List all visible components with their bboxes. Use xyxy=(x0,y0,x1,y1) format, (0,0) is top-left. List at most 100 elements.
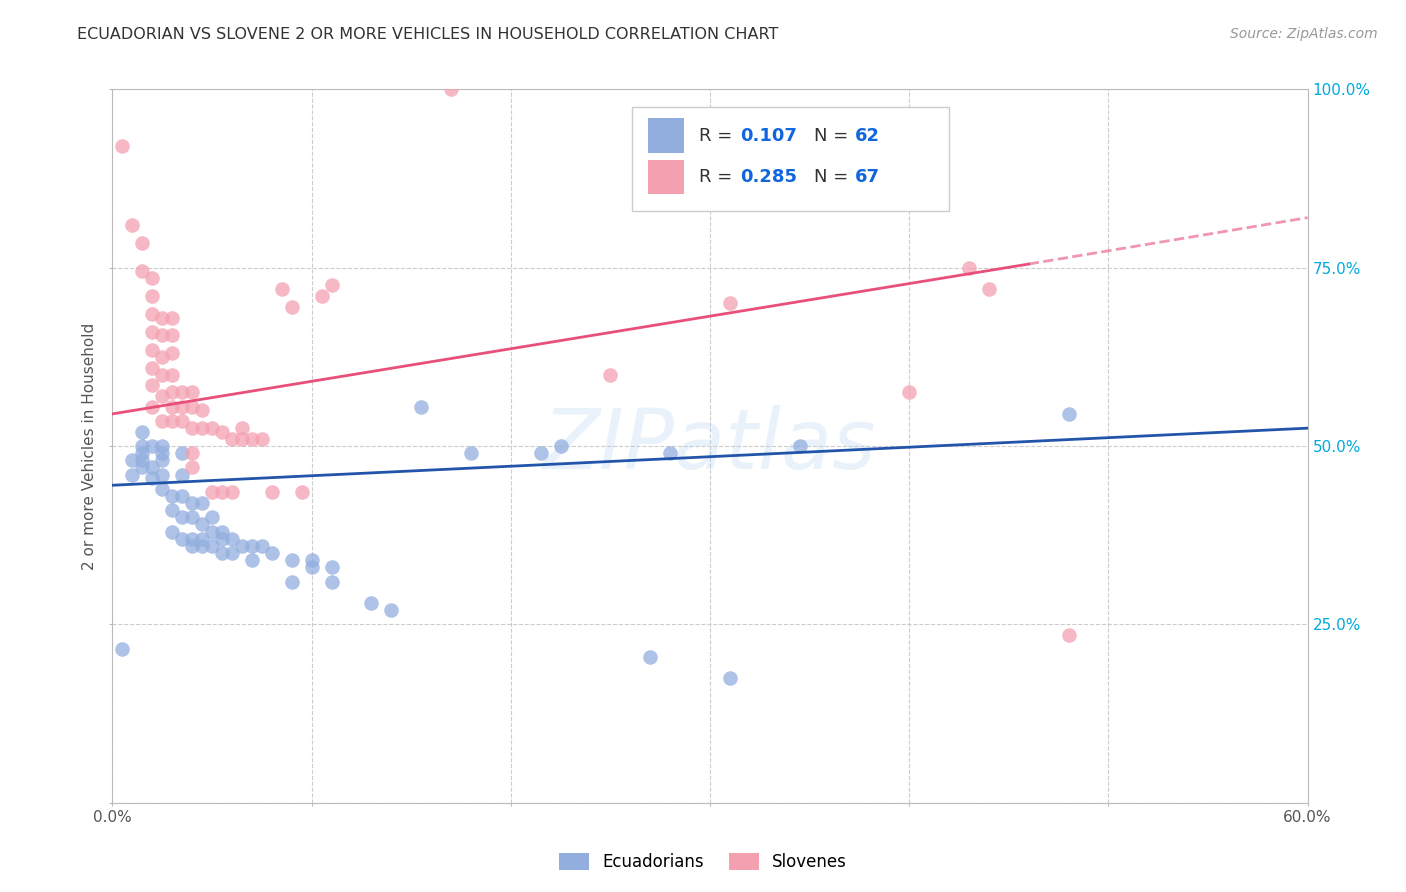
Point xyxy=(150,446,173,460)
Point xyxy=(121,467,143,482)
Point xyxy=(281,574,304,589)
Point xyxy=(789,439,811,453)
Point xyxy=(281,553,304,567)
Text: 0.285: 0.285 xyxy=(740,168,797,186)
Point xyxy=(221,432,243,446)
Point xyxy=(301,560,323,574)
Point xyxy=(1057,628,1080,642)
Point xyxy=(221,532,243,546)
FancyBboxPatch shape xyxy=(648,119,683,153)
Text: ZIPatlas: ZIPatlas xyxy=(543,406,877,486)
Text: 62: 62 xyxy=(855,127,880,145)
Text: R =: R = xyxy=(699,127,738,145)
Point xyxy=(659,446,682,460)
Point xyxy=(150,310,173,325)
Point xyxy=(131,425,153,439)
Point xyxy=(172,489,194,503)
Point xyxy=(411,400,433,414)
Point xyxy=(201,539,224,553)
Point xyxy=(141,343,163,357)
Point xyxy=(162,400,183,414)
Point xyxy=(221,485,243,500)
Point xyxy=(181,400,204,414)
Point xyxy=(321,560,343,574)
Point xyxy=(380,603,402,617)
Point xyxy=(150,350,173,364)
Text: 0.107: 0.107 xyxy=(740,127,797,145)
Point xyxy=(141,378,163,392)
Point xyxy=(221,546,243,560)
Point xyxy=(201,421,224,435)
Point xyxy=(172,446,194,460)
Point xyxy=(281,300,304,314)
Point xyxy=(131,446,153,460)
Point xyxy=(460,446,482,460)
Point xyxy=(211,546,233,560)
Point xyxy=(211,425,233,439)
Point xyxy=(141,400,163,414)
Point xyxy=(162,328,183,343)
Point xyxy=(191,517,214,532)
Point xyxy=(240,432,263,446)
Point xyxy=(718,296,741,310)
Point xyxy=(311,289,333,303)
Point xyxy=(360,596,382,610)
Point xyxy=(172,510,194,524)
FancyBboxPatch shape xyxy=(648,160,683,194)
Point xyxy=(201,524,224,539)
Point xyxy=(181,496,204,510)
Point xyxy=(211,524,233,539)
Point xyxy=(291,485,314,500)
Point xyxy=(121,453,143,467)
Point xyxy=(150,482,173,496)
Point xyxy=(260,485,283,500)
Point xyxy=(240,539,263,553)
Point xyxy=(172,385,194,400)
Point xyxy=(181,385,204,400)
Point xyxy=(530,446,553,460)
Point xyxy=(150,453,173,467)
Point xyxy=(181,510,204,524)
Point xyxy=(162,310,183,325)
Point xyxy=(181,446,204,460)
Y-axis label: 2 or more Vehicles in Household: 2 or more Vehicles in Household xyxy=(82,322,97,570)
Point xyxy=(162,346,183,360)
Point xyxy=(162,368,183,382)
Text: N =: N = xyxy=(814,168,853,186)
FancyBboxPatch shape xyxy=(633,107,949,211)
Point xyxy=(150,467,173,482)
Point xyxy=(162,489,183,503)
Point xyxy=(977,282,1000,296)
Point xyxy=(131,264,153,278)
Point xyxy=(201,485,224,500)
Point xyxy=(181,539,204,553)
Point xyxy=(270,282,292,296)
Point xyxy=(898,385,921,400)
Point xyxy=(250,432,273,446)
Text: R =: R = xyxy=(699,168,738,186)
Point xyxy=(150,368,173,382)
Point xyxy=(321,574,343,589)
Point xyxy=(599,368,621,382)
Point xyxy=(191,532,214,546)
Point xyxy=(111,642,134,657)
Point xyxy=(121,218,143,232)
Text: 67: 67 xyxy=(855,168,880,186)
Point xyxy=(141,325,163,339)
Point xyxy=(162,503,183,517)
Point xyxy=(250,539,273,553)
Point xyxy=(150,389,173,403)
Point xyxy=(211,485,233,500)
Point xyxy=(172,400,194,414)
Point xyxy=(231,539,253,553)
Point xyxy=(141,307,163,321)
Point xyxy=(211,532,233,546)
Text: ECUADORIAN VS SLOVENE 2 OR MORE VEHICLES IN HOUSEHOLD CORRELATION CHART: ECUADORIAN VS SLOVENE 2 OR MORE VEHICLES… xyxy=(77,27,779,42)
Point xyxy=(191,539,214,553)
Point xyxy=(640,649,662,664)
Point xyxy=(131,453,153,467)
Point xyxy=(201,510,224,524)
Point xyxy=(550,439,572,453)
Point xyxy=(191,403,214,417)
Legend: Ecuadorians, Slovenes: Ecuadorians, Slovenes xyxy=(551,845,855,880)
